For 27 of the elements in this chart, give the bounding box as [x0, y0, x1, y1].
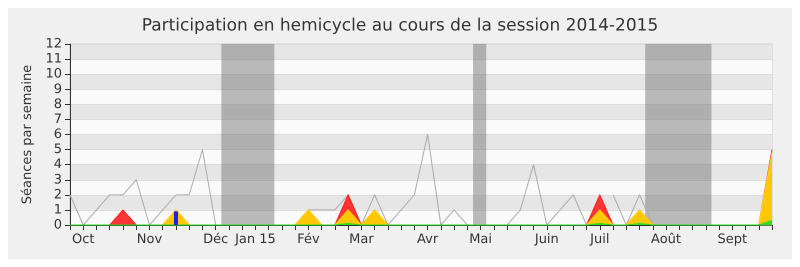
x-tick-label: Jan 15: [234, 232, 276, 247]
x-tick-label: Août: [651, 232, 682, 247]
x-tick-label: Mar: [349, 232, 374, 247]
y-tick-label: 10: [45, 66, 62, 82]
x-tick-label: Juin: [534, 232, 559, 247]
x-tick-label: Oct: [72, 232, 94, 247]
y-tick-label: 6: [54, 127, 62, 142]
chart-title: Participation en hemicycle au cours de la session 2014-2015: [142, 16, 658, 36]
x-tick-label: Nov: [136, 232, 162, 247]
x-tick-label: Fév: [297, 232, 320, 247]
x-tick-label: Sept: [717, 232, 748, 247]
y-tick-label: 5: [54, 142, 62, 158]
y-tick-label: 3: [54, 172, 62, 188]
x-tick-label: Déc: [203, 232, 228, 247]
y-tick-label: 1: [54, 202, 62, 218]
y-tick-label: 4: [54, 157, 62, 172]
y-axis-title: Séances par semaine: [20, 64, 35, 204]
y-tick-label: 12: [45, 36, 62, 52]
y-tick-label: 8: [54, 96, 62, 112]
x-tick-label: Avr: [417, 232, 439, 247]
x-tick-label: Mai: [469, 232, 492, 247]
y-tick-label: 0: [54, 218, 62, 232]
y-tick-label: 7: [54, 112, 62, 127]
y-tick-label: 2: [54, 187, 62, 202]
x-tick-label: Juil: [589, 232, 610, 247]
y-tick-label: 11: [45, 52, 62, 67]
y-tick-label: 9: [54, 82, 62, 97]
